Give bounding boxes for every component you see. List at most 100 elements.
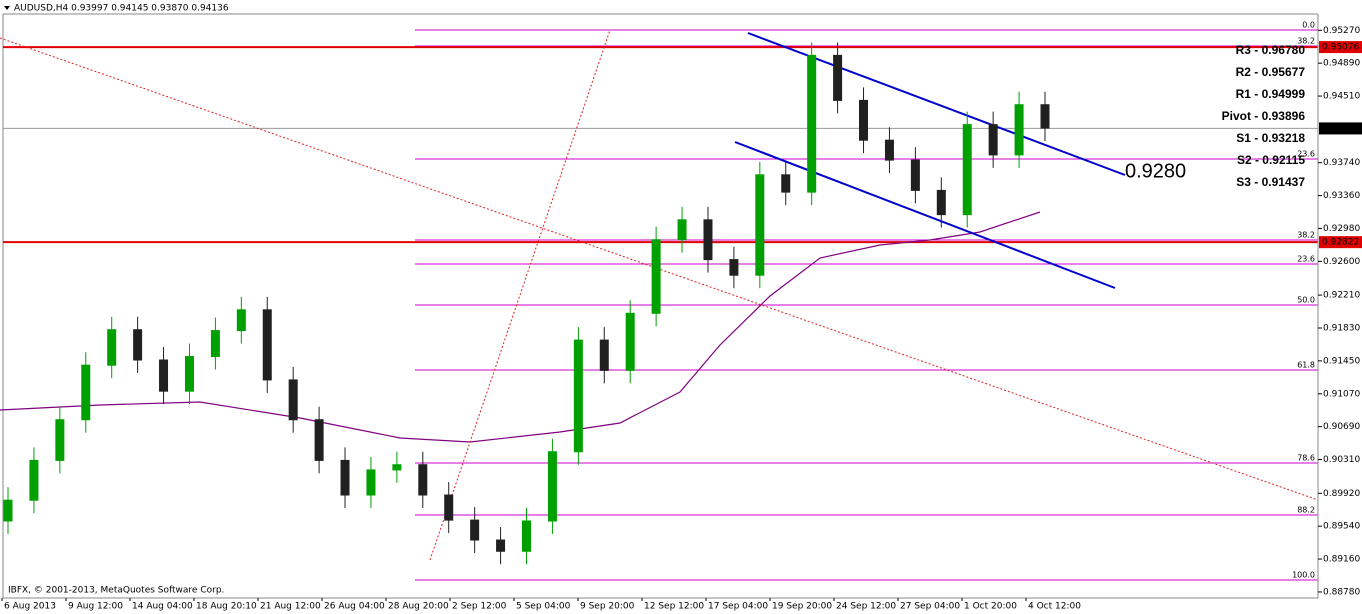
candle-body <box>988 124 998 156</box>
pivot-label: Pivot - 0.93896 <box>1222 109 1306 123</box>
x-tick-label: 4 Oct 12:00 <box>1028 602 1081 612</box>
y-tick-label: 0.89920 <box>1323 489 1360 499</box>
pivot-label: R1 - 0.94999 <box>1236 87 1306 101</box>
fib-label: 78.6 <box>1297 453 1315 462</box>
y-tick-label: 0.92980 <box>1323 224 1360 234</box>
candle-body <box>522 520 531 552</box>
x-tick-label: 9 Aug 12:00 <box>68 602 123 612</box>
candle-body <box>392 464 402 471</box>
y-tick-label: 0.92210 <box>1323 291 1360 301</box>
x-tick-label: 5 Sep 04:00 <box>516 602 571 612</box>
fib-label: 0.0 <box>1302 21 1315 30</box>
y-tick-label: 0.93740 <box>1323 158 1360 168</box>
price-box-label: 0.94136 <box>1322 124 1359 134</box>
candle-body <box>314 419 324 461</box>
candle-body <box>288 379 298 421</box>
price-box <box>1319 122 1362 135</box>
candle-body <box>859 99 869 141</box>
channel-line <box>734 141 1116 289</box>
fib-label: 38.2 <box>1297 230 1315 239</box>
y-tick-label: 0.94890 <box>1323 59 1360 69</box>
y-tick-label: 0.94510 <box>1323 92 1360 102</box>
x-tick-label: 9 Sep 20:00 <box>580 602 635 612</box>
candle-body <box>884 139 894 161</box>
trend-line <box>429 29 611 561</box>
candle-body <box>547 451 557 522</box>
candle-body <box>444 494 454 521</box>
pivot-label: R2 - 0.95677 <box>1236 65 1306 79</box>
candle-body <box>677 219 687 241</box>
y-tick-label: 0.91450 <box>1323 356 1360 366</box>
x-tick-label: 21 Aug 12:00 <box>260 602 321 612</box>
pivot-label: R3 - 0.96780 <box>1236 43 1306 57</box>
x-tick-label: 1 Oct 20:00 <box>964 602 1017 612</box>
price-box-label: 0.92822 <box>1322 238 1359 248</box>
y-tick-label: 0.90690 <box>1323 422 1360 432</box>
price-box-label: 0.95076 <box>1322 43 1359 53</box>
candles <box>3 42 1050 565</box>
candle-body <box>107 329 117 366</box>
fib-label: 23.6 <box>1297 149 1315 158</box>
x-tick-label: 17 Sep 04:00 <box>708 602 768 612</box>
candle-body <box>470 519 480 541</box>
candle-body <box>340 459 350 496</box>
candle-body <box>210 330 220 358</box>
x-tick-label: 12 Sep 12:00 <box>644 602 704 612</box>
y-tick-label: 0.89160 <box>1323 555 1360 565</box>
fib-label: 88.2 <box>1297 506 1315 515</box>
candle-body <box>962 124 972 216</box>
candle-body <box>755 174 765 276</box>
y-tick-label: 0.92600 <box>1323 257 1360 267</box>
candle-body <box>366 469 376 496</box>
candle-body <box>651 239 661 314</box>
candle-body <box>729 259 739 276</box>
y-tick-label: 0.95270 <box>1323 26 1360 36</box>
y-tick-label: 0.91070 <box>1323 389 1360 399</box>
y-tick-label: 0.89540 <box>1323 522 1360 532</box>
x-tick-label: 28 Aug 20:00 <box>388 602 449 612</box>
fib-label: 38.2 <box>1297 37 1315 46</box>
pivot-label: S2 - 0.92115 <box>1237 153 1305 167</box>
candle-body <box>936 189 946 216</box>
annotation: 0.9280 <box>1125 160 1186 182</box>
pivot-label: S3 - 0.91437 <box>1236 175 1305 189</box>
candle-body <box>573 339 583 453</box>
x-tick-label: 6 Aug 2013 <box>4 602 56 612</box>
fib-label: 23.6 <box>1297 255 1315 264</box>
candle-body <box>599 339 609 371</box>
fib-label: 61.8 <box>1297 361 1315 370</box>
candle-body <box>3 499 13 522</box>
candle-body <box>703 219 713 261</box>
pivot-label: S1 - 0.93218 <box>1236 131 1305 145</box>
candle-body <box>418 464 428 496</box>
menu-arrow <box>4 6 10 10</box>
axis-strip <box>1318 0 1362 614</box>
candle-body <box>1014 104 1024 156</box>
x-tick-label: 18 Aug 20:10 <box>196 602 257 612</box>
y-tick-label: 0.88780 <box>1323 587 1360 597</box>
candle-body <box>184 356 194 392</box>
candle-body <box>910 159 920 191</box>
candle-body <box>133 329 143 361</box>
candle-body <box>1040 104 1050 129</box>
x-tick-label: 27 Sep 04:00 <box>900 602 960 612</box>
trend-line <box>0 37 1319 501</box>
candle-body <box>55 419 65 461</box>
price-box <box>1319 236 1362 249</box>
y-tick-label: 0.91830 <box>1323 323 1360 333</box>
candle-body <box>781 174 791 193</box>
x-tick-label: 14 Aug 04:00 <box>132 602 193 612</box>
candle-body <box>29 459 39 501</box>
chart-title: AUDUSD,H4 0.93997 0.94145 0.93870 0.9413… <box>14 4 229 14</box>
candle-body <box>81 364 91 421</box>
candle-body <box>496 539 506 552</box>
x-tick-label: 26 Aug 04:00 <box>324 602 385 612</box>
fib-label: 100.0 <box>1292 570 1315 579</box>
candle-body <box>625 312 635 371</box>
candle-body <box>833 54 843 101</box>
fib-label: 50.0 <box>1297 295 1315 304</box>
moving-average <box>0 211 1041 443</box>
candle-body <box>807 54 817 193</box>
